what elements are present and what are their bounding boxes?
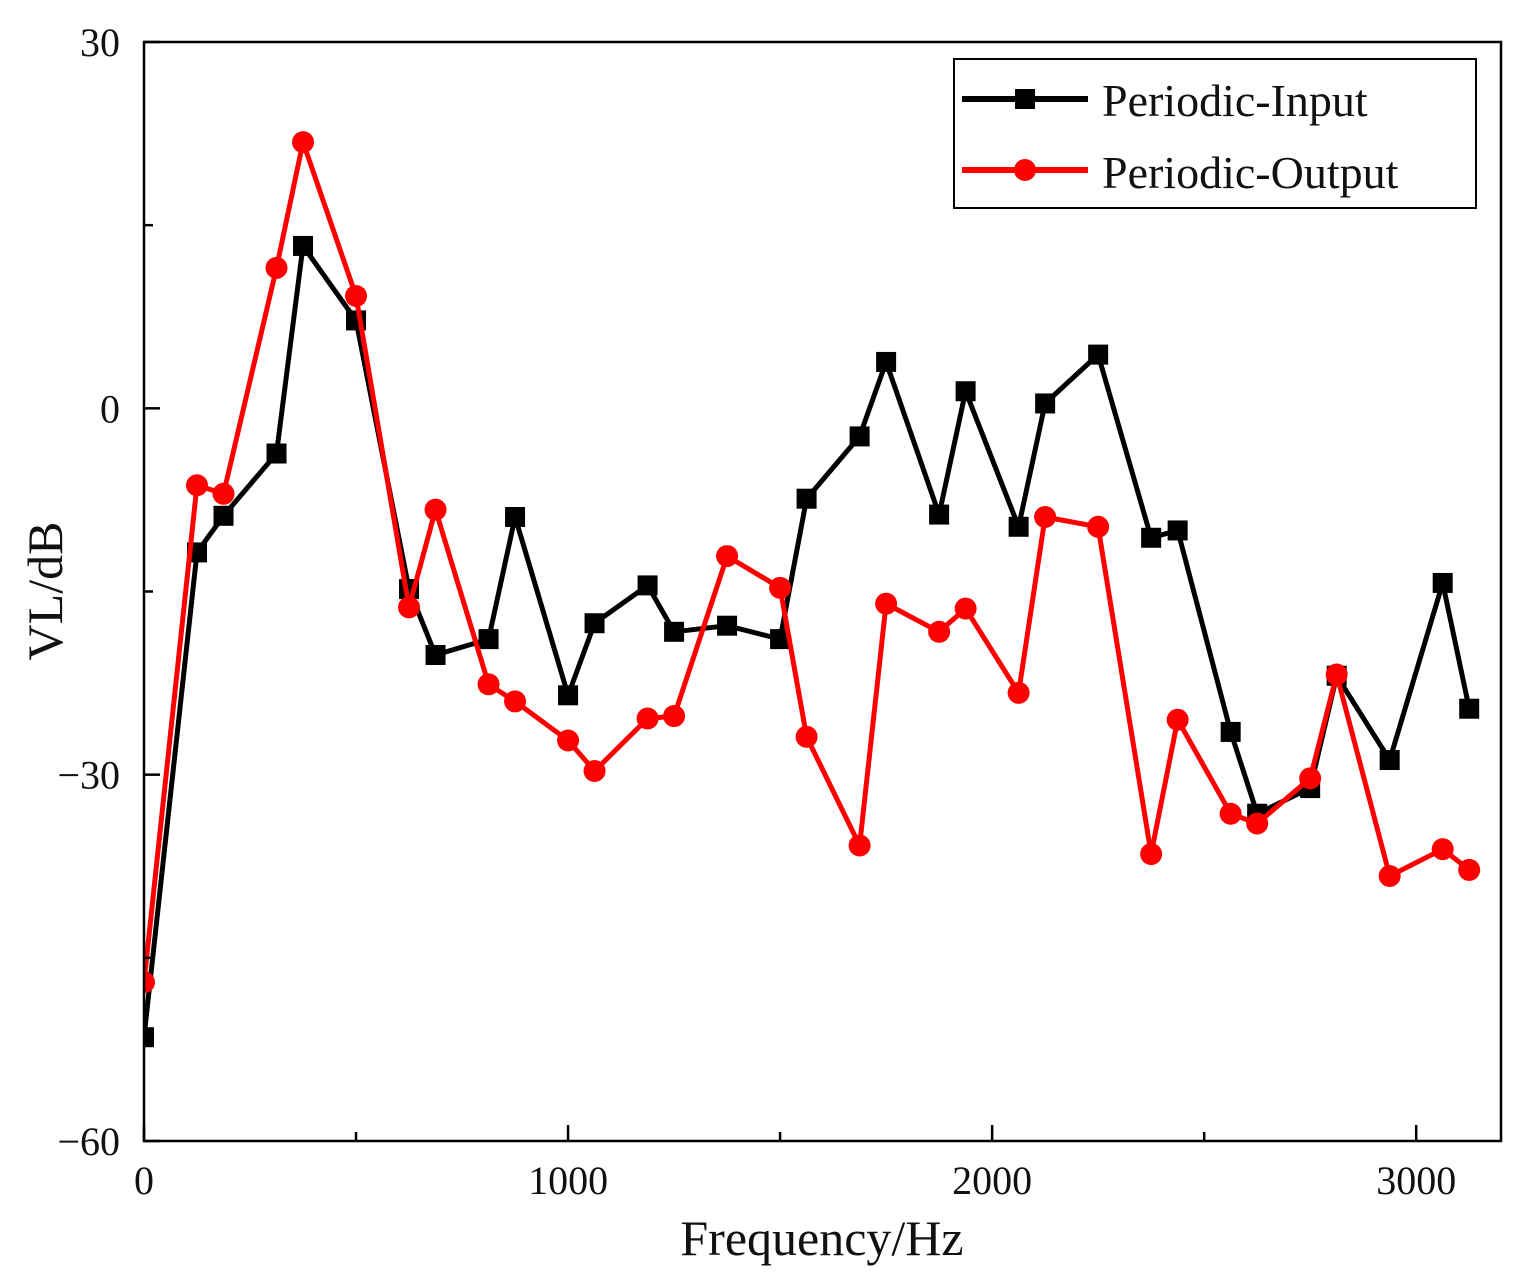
data-point-periodic-output [636,707,659,730]
data-point-periodic-input [637,575,658,596]
data-point-periodic-output [212,482,235,505]
data-point-periodic-output [398,596,421,619]
data-point-periodic-input [584,613,605,634]
data-point-periodic-output [1458,858,1481,881]
data-point-periodic-output [1007,681,1030,704]
legend-marker-square-icon [1015,89,1035,109]
x-axis-title: Frequency/Hz [680,1210,963,1266]
plot-series [144,131,1481,1048]
data-point-periodic-input [1088,344,1109,365]
y-axis-title: VL/dB [17,522,73,661]
y-tick-label: 0 [100,386,120,431]
data-point-periodic-input [293,235,314,256]
data-point-periodic-output [1166,708,1189,731]
series-periodic-output [144,131,1481,994]
data-point-periodic-input [213,505,234,526]
data-point-periodic-output [557,729,580,752]
data-point-periodic-output [292,131,315,154]
legend-box [953,58,1477,209]
data-point-periodic-output [1034,506,1057,529]
data-point-periodic-output [477,673,500,696]
data-point-periodic-input [1141,527,1162,548]
data-point-periodic-input [478,629,499,650]
data-point-periodic-input [144,1027,154,1048]
data-point-periodic-output [1087,515,1110,538]
y-tick-label: −30 [57,753,120,798]
data-point-periodic-output [583,760,606,783]
data-point-periodic-input [266,443,287,464]
data-point-periodic-output [424,498,447,521]
data-point-periodic-input [796,488,817,509]
data-point-periodic-output [928,620,951,643]
data-point-periodic-input [876,351,897,372]
y-tick-label: 30 [80,20,120,65]
data-point-periodic-output [795,725,818,748]
data-point-periodic-input [929,504,950,525]
data-point-periodic-input [425,644,446,665]
data-point-periodic-input [1459,698,1480,719]
axis-tick-labels: 0 1000 2000 3000 30 0 −30 −60 [57,20,1456,1203]
data-point-periodic-output [875,592,898,615]
data-point-periodic-input [955,381,976,402]
data-point-periodic-input [717,615,738,636]
data-point-periodic-output [1325,663,1348,686]
data-point-periodic-input [1035,393,1056,414]
data-point-periodic-output [144,971,155,994]
x-tick-label: 3000 [1376,1158,1456,1203]
axis-ticks [142,40,1418,1143]
data-point-periodic-output [716,545,739,568]
data-point-periodic-output [1140,843,1163,866]
legend-label-periodic-input: Periodic-Input [1102,75,1368,126]
data-point-periodic-output [769,576,792,599]
data-point-periodic-input [770,629,791,650]
data-point-periodic-input [1008,516,1029,537]
x-tick-label: 0 [134,1158,154,1203]
data-point-periodic-output [345,284,368,307]
data-point-periodic-output [186,474,209,497]
data-point-periodic-input [1432,572,1453,593]
legend: Periodic-Input Periodic-Output [953,58,1477,209]
data-point-periodic-output [265,256,288,279]
data-point-periodic-output [663,705,686,728]
x-tick-label: 2000 [952,1158,1032,1203]
data-point-periodic-output [1219,802,1242,825]
data-point-periodic-input [664,621,685,642]
data-point-periodic-input [849,426,870,447]
data-point-periodic-output [954,597,977,620]
y-tick-label: −60 [57,1119,120,1164]
data-point-periodic-input [1379,750,1400,771]
data-point-periodic-input [505,507,526,528]
data-point-periodic-output [1299,767,1322,790]
data-point-periodic-output [1378,865,1401,888]
data-point-periodic-output [1431,838,1454,861]
data-point-periodic-input [1167,520,1188,541]
data-point-periodic-output [504,690,527,713]
x-tick-label: 1000 [528,1158,608,1203]
data-point-periodic-input [1220,721,1241,742]
legend-label-periodic-output: Periodic-Output [1102,147,1399,198]
data-point-periodic-output [1246,812,1269,835]
data-point-periodic-output [848,834,871,857]
data-point-periodic-input [558,685,579,706]
legend-marker-circle-icon [1014,159,1036,181]
